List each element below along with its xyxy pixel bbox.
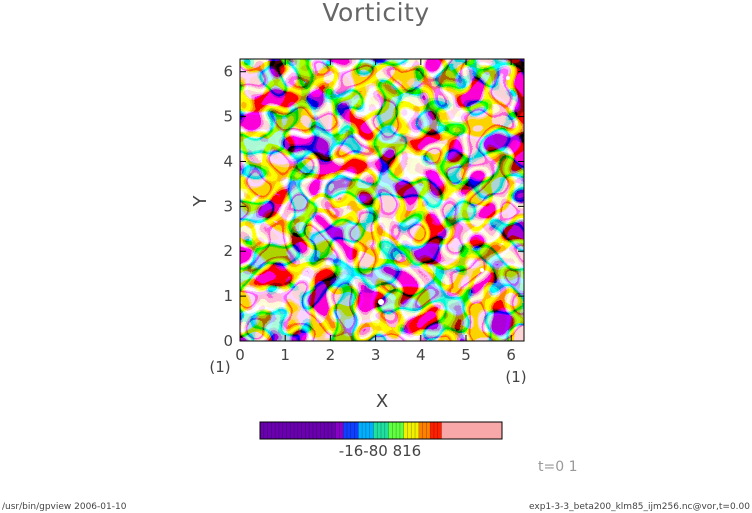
colorbar-tick-labels: -16-80 816 — [339, 442, 421, 460]
colorbar-band — [335, 422, 344, 439]
y-tick-label: 4 — [223, 152, 233, 170]
plot-frame — [239, 58, 525, 342]
colorbar-band — [373, 422, 390, 439]
y-tick-label: 3 — [223, 197, 233, 215]
y-axis: 0 1 2 3 4 5 6 — [223, 63, 524, 350]
colorbar-band — [388, 422, 405, 439]
footer-right: exp1-3-3_beta200_klm85_ijm256.nc@vor,t=0… — [529, 502, 750, 512]
x-axis-label: X — [376, 391, 388, 412]
y-unit-label: (1) — [209, 358, 230, 376]
x-tick-label: 6 — [506, 346, 516, 364]
x-axis: 0 1 2 3 4 5 6 — [235, 59, 516, 364]
colorbar-band — [343, 422, 359, 439]
y-tick-label: 0 — [223, 332, 233, 350]
colorbar-band — [441, 422, 503, 439]
x-tick-label: 0 — [235, 346, 245, 364]
colorbar-band — [358, 422, 374, 439]
vorticity-field — [240, 59, 524, 341]
y-axis-label: Y — [190, 195, 211, 208]
y-tick-label: 6 — [223, 63, 233, 81]
vortex-marker — [506, 76, 510, 80]
colorbar-band — [430, 422, 442, 439]
x-tick-label: 2 — [326, 346, 336, 364]
chart-title: Vorticity — [322, 0, 430, 27]
y-tick-label: 5 — [223, 108, 233, 126]
x-tick-label: 5 — [461, 346, 471, 364]
colorbar-band — [418, 422, 431, 439]
vortex-marker — [378, 299, 384, 305]
colorbar-band — [403, 422, 420, 439]
vortex-marker — [480, 268, 484, 272]
y-tick-label: 2 — [223, 242, 233, 260]
x-tick-label: 3 — [371, 346, 381, 364]
x-tick-label: 1 — [280, 346, 290, 364]
colorbar-frame — [259, 421, 503, 440]
colorbar-band — [260, 422, 337, 439]
y-tick-label: 1 — [223, 287, 233, 305]
x-unit-label: (1) — [505, 368, 526, 386]
footer-left: /usr/bin/gpview 2006-01-10 — [2, 502, 127, 512]
colorbar — [259, 421, 503, 440]
x-tick-label: 4 — [416, 346, 426, 364]
time-label: t=0 1 — [538, 459, 578, 475]
